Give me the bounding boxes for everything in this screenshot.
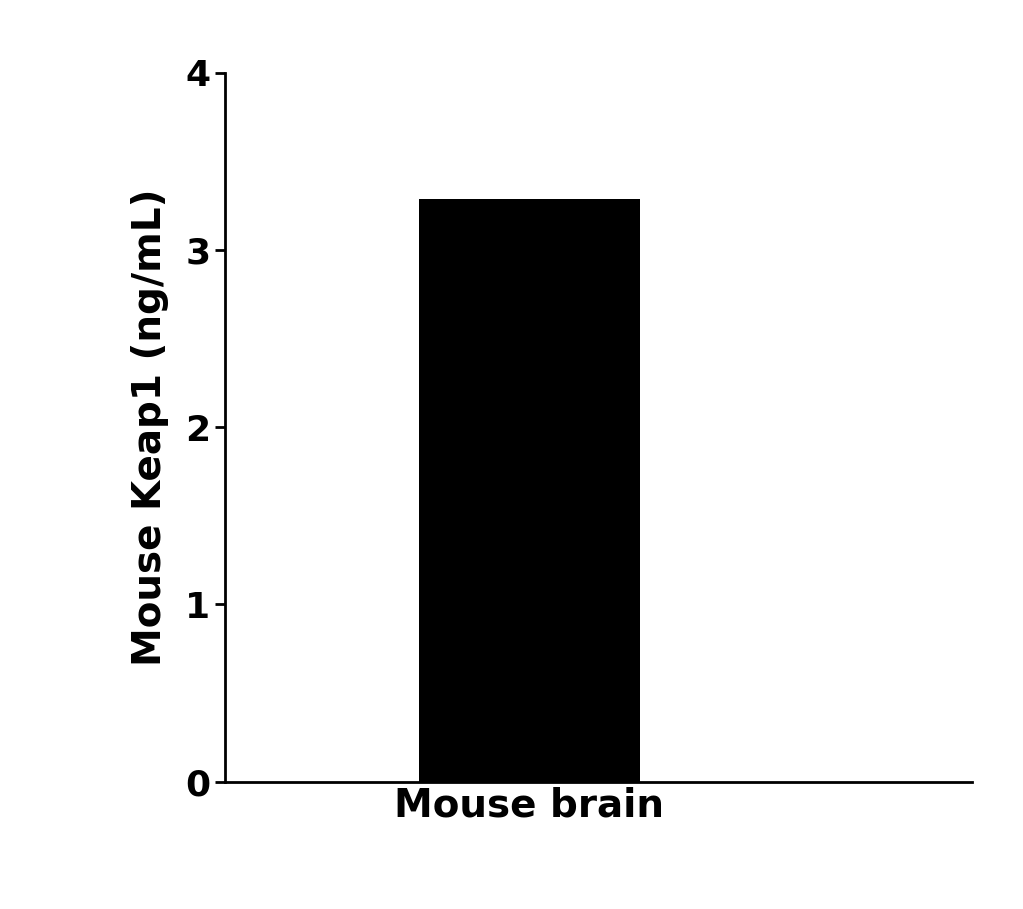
Y-axis label: Mouse Keap1 (ng/mL): Mouse Keap1 (ng/mL) — [131, 188, 169, 666]
Bar — [418, 198, 640, 782]
